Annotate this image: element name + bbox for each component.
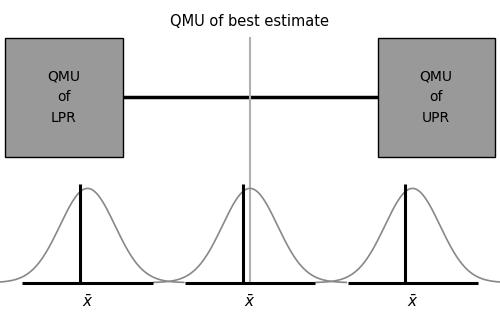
Text: QMU
of
LPR: QMU of LPR — [47, 70, 80, 125]
Text: QMU
of
UPR: QMU of UPR — [420, 70, 453, 125]
Bar — [378, 38, 495, 157]
Bar — [5, 38, 122, 157]
Text: $\bar{x}$: $\bar{x}$ — [244, 293, 256, 310]
Text: QMU of best estimate: QMU of best estimate — [170, 14, 330, 29]
Text: $\bar{x}$: $\bar{x}$ — [406, 293, 418, 310]
Text: $\bar{x}$: $\bar{x}$ — [82, 293, 94, 310]
